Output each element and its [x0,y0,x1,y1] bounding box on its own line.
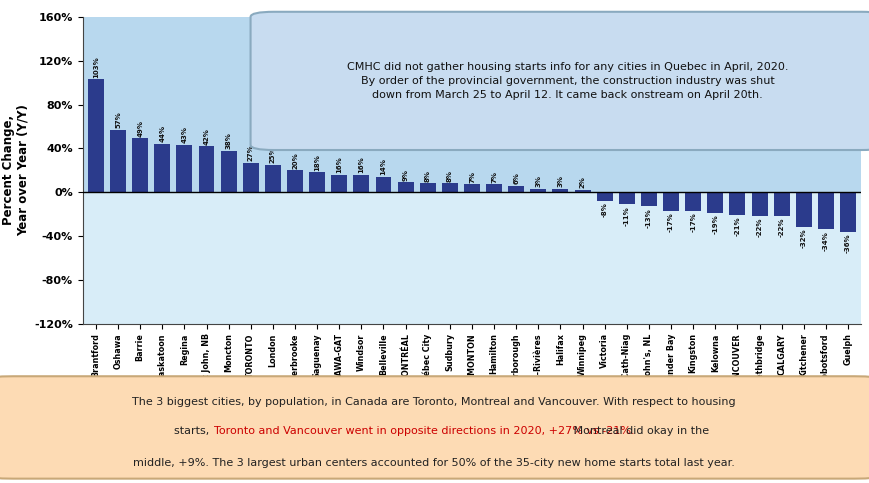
Text: Toronto and Vancouver went in opposite directions in 2020, +27% vs -21%.: Toronto and Vancouver went in opposite d… [213,426,634,437]
X-axis label: Census Metropolitan Areas (CMAs): Census Metropolitan Areas (CMAs) [349,405,594,418]
Text: -21%: -21% [733,217,740,237]
Bar [132,139,148,192]
Text: 2%: 2% [579,176,585,188]
Bar [110,130,126,192]
Bar [154,144,170,192]
Text: 6%: 6% [513,172,519,184]
Text: 16%: 16% [335,156,342,173]
Text: -22%: -22% [778,218,784,238]
Bar [640,192,656,206]
Text: 16%: 16% [358,156,364,173]
Text: 3%: 3% [534,175,541,187]
Text: 49%: 49% [137,120,143,137]
Text: 103%: 103% [93,56,99,78]
Text: -32%: -32% [799,229,806,248]
Bar [265,165,281,192]
Bar [242,163,258,192]
Bar [596,192,612,201]
Text: starts,: starts, [174,426,213,437]
Text: -17%: -17% [667,213,673,232]
FancyBboxPatch shape [250,12,869,150]
Bar [530,189,546,192]
Bar [397,182,413,192]
Bar [662,192,678,211]
Bar [728,192,745,215]
Text: -13%: -13% [645,208,651,228]
Bar [308,172,325,192]
Bar [817,192,833,229]
Bar [618,192,634,204]
Bar [353,175,369,192]
Bar [773,192,789,216]
Bar [83,17,860,192]
Bar [88,79,103,192]
Bar [463,185,480,192]
Bar [751,192,766,216]
Text: 57%: 57% [115,112,121,128]
Text: 7%: 7% [468,171,474,183]
Text: 27%: 27% [248,144,254,161]
Text: Montreal did okay in the: Montreal did okay in the [569,426,708,437]
Text: 43%: 43% [182,127,187,143]
Bar [552,189,567,192]
Bar [441,184,457,192]
Text: 44%: 44% [159,125,165,142]
Text: 3%: 3% [557,175,563,187]
Text: -36%: -36% [844,233,850,253]
Bar [486,185,501,192]
Bar [574,190,590,192]
Text: 14%: 14% [380,158,386,175]
Text: CMHC did not gather housing starts info for any cities in Quebec in April, 2020.: CMHC did not gather housing starts info … [347,62,787,100]
Text: -22%: -22% [756,218,761,238]
Text: 25%: 25% [269,146,275,163]
Text: 20%: 20% [292,152,298,169]
Bar [375,177,391,192]
Text: 8%: 8% [447,170,453,182]
Bar [287,170,302,192]
Text: 42%: 42% [203,128,209,144]
Text: 9%: 9% [402,169,408,181]
Bar [83,192,860,324]
Bar [198,146,215,192]
Text: 38%: 38% [225,132,231,149]
FancyBboxPatch shape [0,376,869,479]
Bar [795,192,811,227]
Text: -34%: -34% [822,231,828,251]
Bar [685,192,700,211]
Text: -19%: -19% [712,214,718,234]
Bar [331,175,347,192]
Bar [221,151,236,192]
Bar [507,185,524,192]
Text: -8%: -8% [601,202,607,217]
Bar [839,192,855,231]
Text: -17%: -17% [689,213,695,232]
Y-axis label: Percent Change,
Year over Year (Y/Y): Percent Change, Year over Year (Y/Y) [2,104,30,236]
Text: 7%: 7% [490,171,496,183]
Text: 8%: 8% [424,170,430,182]
Text: 18%: 18% [314,154,320,171]
Bar [176,145,192,192]
Bar [419,184,435,192]
Text: middle, +9%. The 3 largest urban centers accounted for 50% of the 35-city new ho: middle, +9%. The 3 largest urban centers… [133,458,733,469]
Text: The 3 biggest cities, by population, in Canada are Toronto, Montreal and Vancouv: The 3 biggest cities, by population, in … [132,397,734,407]
Bar [706,192,722,213]
Text: -11%: -11% [623,206,629,226]
